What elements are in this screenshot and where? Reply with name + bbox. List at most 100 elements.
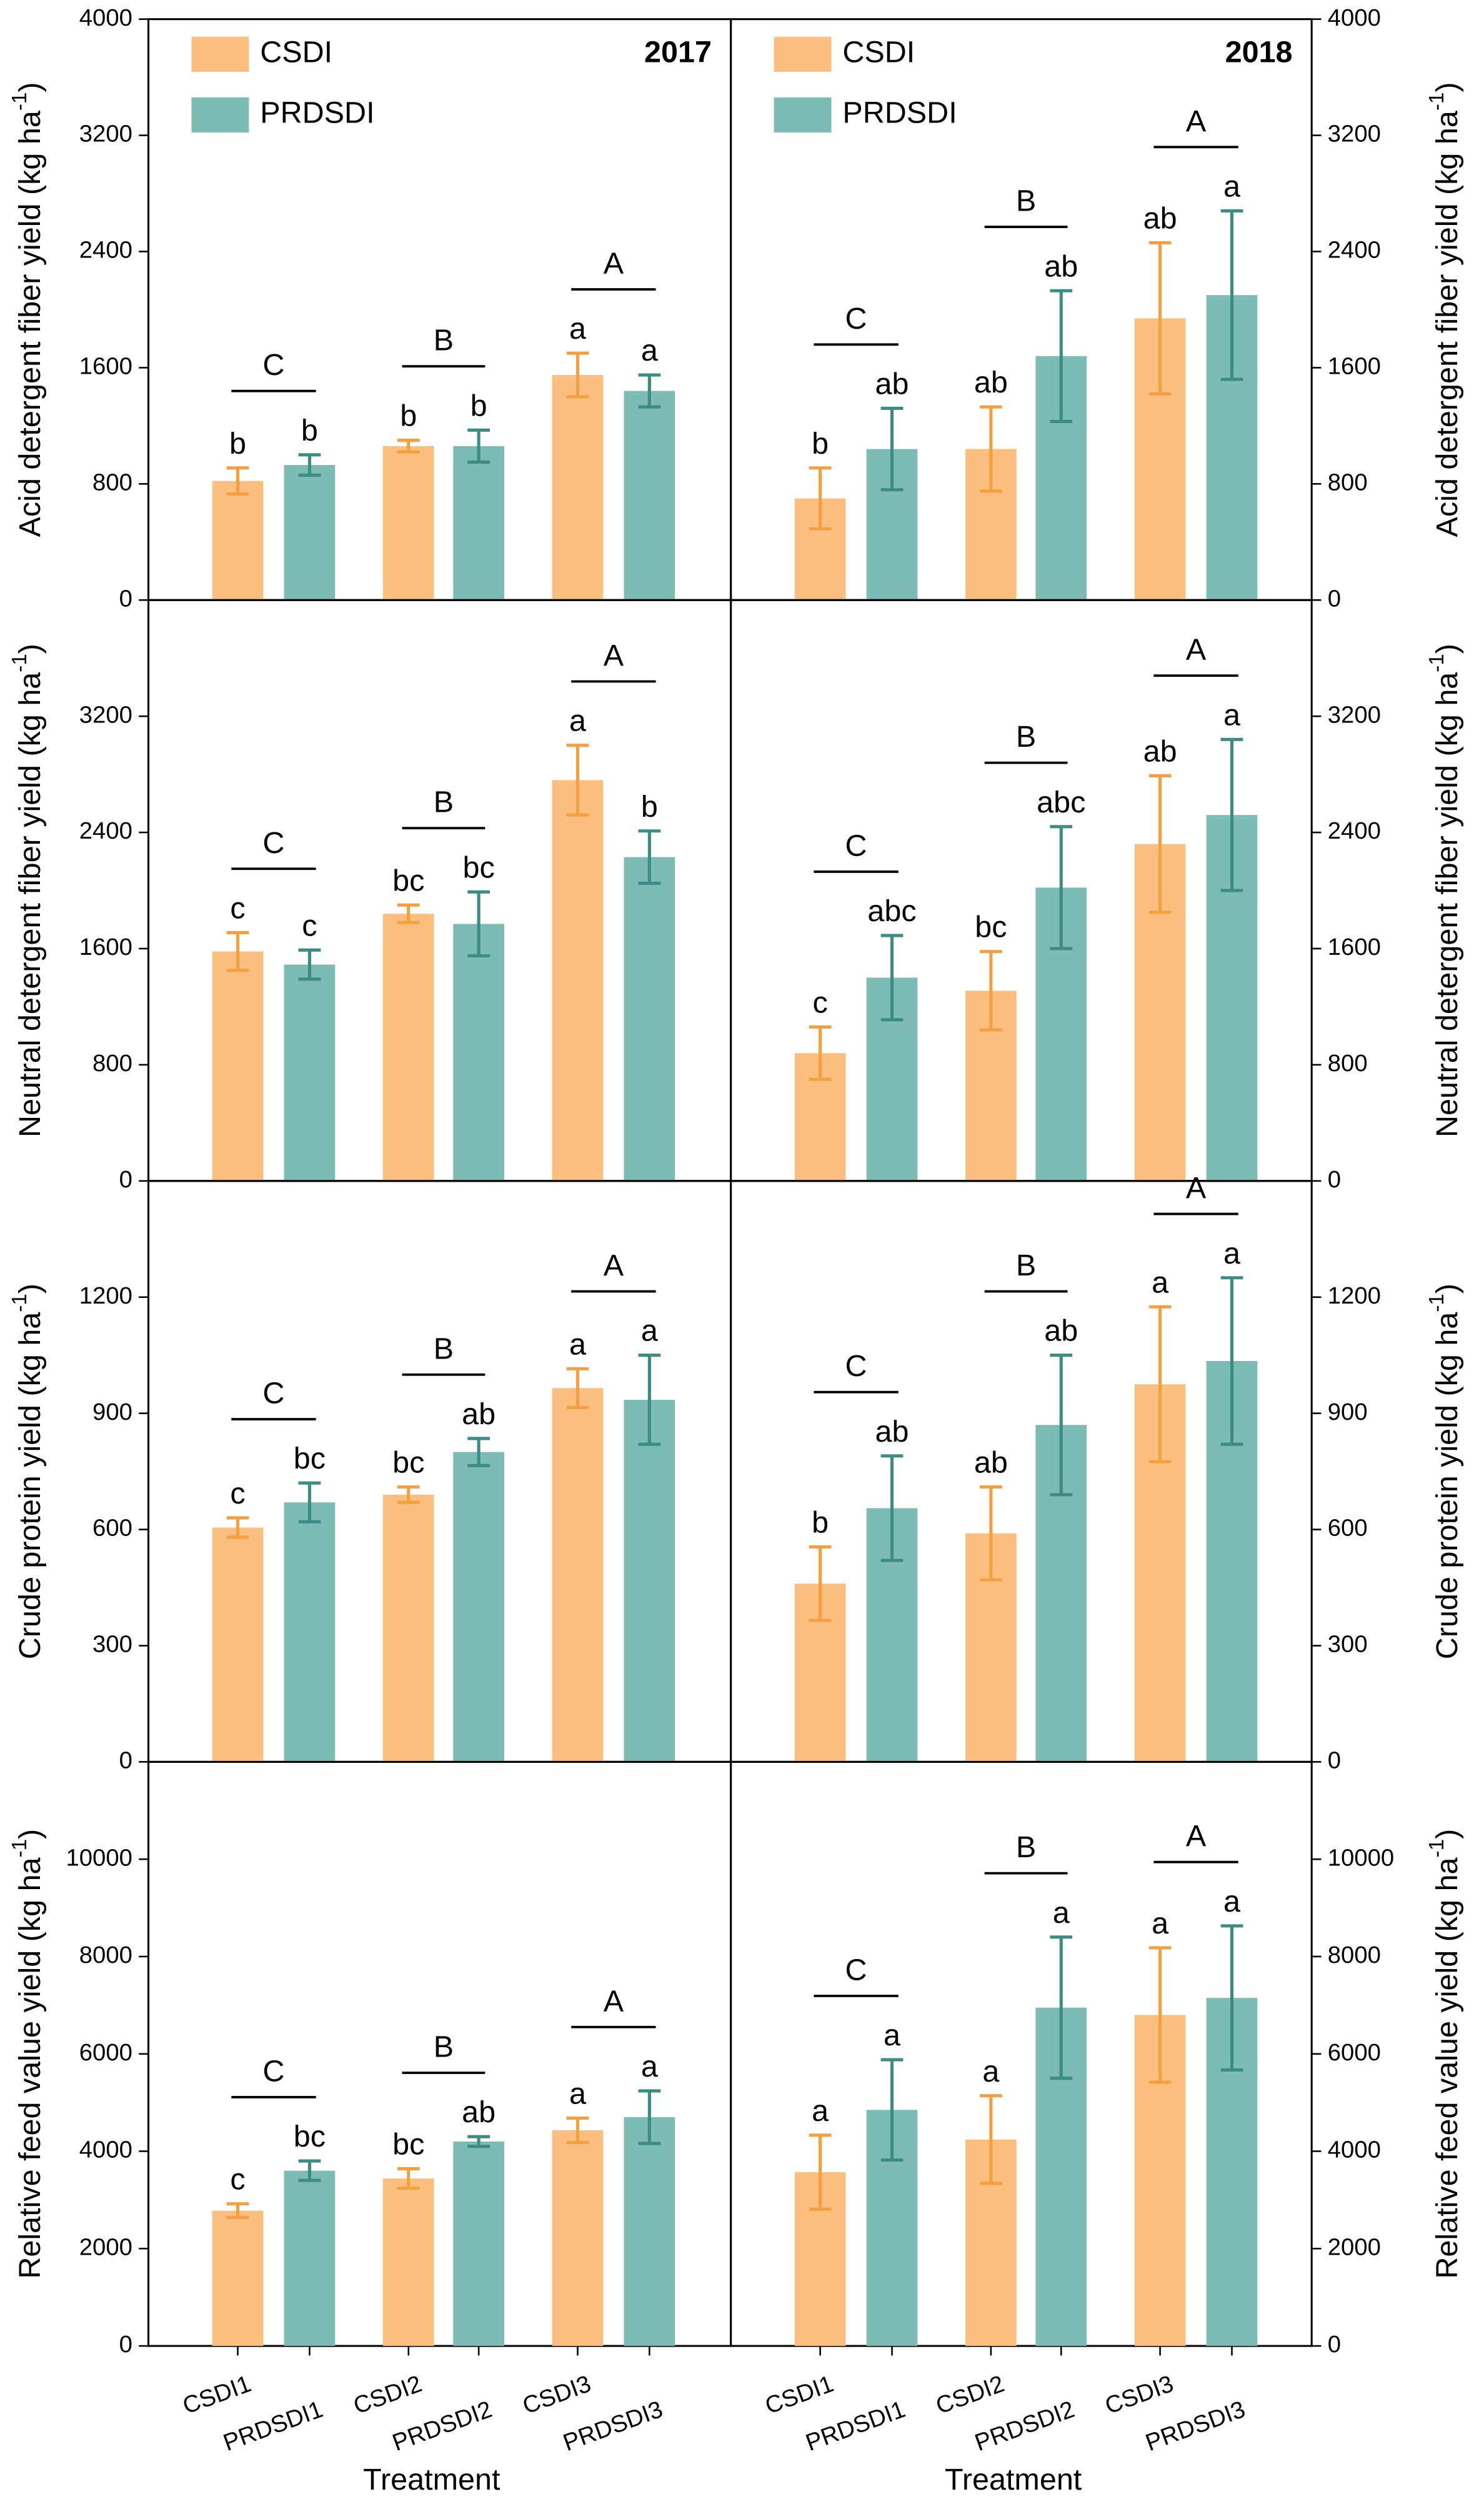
group-letter: C	[845, 302, 867, 336]
y-tick-label: 1600	[79, 934, 132, 960]
y-label-sup: -1	[8, 1294, 31, 1312]
significance-letter: a	[569, 704, 586, 738]
legend-label: PRDSDI	[260, 96, 374, 130]
bar	[453, 446, 504, 601]
significance-letter: bc	[392, 1445, 424, 1479]
significance-letter: c	[302, 909, 317, 942]
y-tick-label: 10000	[1328, 1844, 1395, 1871]
y-label-end: )	[13, 644, 47, 654]
error-bar	[1148, 774, 1172, 914]
y-tick-label: 2000	[79, 2233, 132, 2260]
y-tick-label: 0	[1328, 2331, 1341, 2358]
y-label-text: Neutral detergent fiber yield (kg ha	[1430, 672, 1464, 1137]
significance-letter: b	[400, 399, 417, 433]
significance-letter: ab	[974, 366, 1008, 399]
significance-letter: b	[301, 414, 318, 447]
error-bar	[1220, 1924, 1243, 2072]
error-bar	[809, 1025, 832, 1081]
significance-letter: abc	[1037, 786, 1085, 819]
x-tick-label: CSDI1	[762, 2370, 837, 2420]
significance-letter: bc	[975, 910, 1007, 944]
error-bar	[809, 466, 832, 531]
error-bar	[467, 428, 491, 464]
group-letter: A	[604, 1249, 624, 1282]
group-letter: A	[604, 639, 624, 672]
significance-letter: bc	[392, 864, 424, 897]
year-label: 2017	[644, 36, 712, 69]
y-axis-label: Crude protein yield (kg ha-1)	[8, 1284, 47, 1659]
error-bar	[467, 1437, 491, 1467]
y-label-text: Crude protein yield (kg ha	[1430, 1312, 1464, 1660]
error-bar	[1220, 209, 1243, 381]
bar	[624, 2117, 675, 2347]
group-letter: A	[1186, 633, 1207, 667]
significance-letter: b	[471, 389, 487, 422]
y-label-text: Crude protein yield (kg ha	[13, 1312, 47, 1660]
significance-letter: bc	[294, 1442, 326, 1475]
y-tick-label: 300	[92, 1631, 132, 1658]
x-tick-label: CSDI3	[519, 2370, 595, 2420]
group-letter: B	[1016, 720, 1036, 754]
y-label-end: )	[13, 82, 47, 92]
bar	[382, 914, 434, 1181]
error-bar	[566, 744, 589, 817]
significance-letter: a	[1223, 1237, 1240, 1270]
y-tick-label: 1200	[79, 1282, 132, 1309]
y-label-sup: -1	[1425, 654, 1448, 672]
significance-letter: ab	[974, 1445, 1008, 1479]
legend-swatch	[191, 36, 249, 72]
y-tick-label: 1600	[79, 353, 132, 380]
significance-letter: ab	[875, 1415, 909, 1449]
y-tick-label: 900	[1328, 1399, 1368, 1425]
y-axis-label: Neutral detergent fiber yield (kg ha-1)	[8, 644, 47, 1137]
bar	[624, 1399, 675, 1762]
y-tick-label: 4000	[1328, 2137, 1381, 2163]
error-bar	[566, 1367, 589, 1409]
y-axis-label: Acid detergent fiber yield (kg ha-1)	[8, 82, 47, 537]
error-bar	[1148, 1946, 1172, 2084]
bar	[382, 2178, 434, 2347]
x-tick-label: CSDI2	[350, 2370, 426, 2420]
bar	[453, 1452, 504, 1762]
y-label-sup: -1	[1425, 1294, 1448, 1312]
significance-letter: a	[1223, 169, 1240, 203]
bar	[382, 446, 434, 601]
y-label-text: Relative feed value yield (kg ha	[1430, 1857, 1464, 2278]
x-tick-label: CSDI1	[179, 2370, 255, 2420]
y-tick-label: 4000	[1328, 4, 1381, 31]
legend-label: CSDI	[260, 36, 332, 69]
group-letter: B	[434, 786, 454, 819]
group-letter: B	[434, 1332, 454, 1365]
error-bar	[226, 930, 249, 972]
error-bar	[980, 1485, 1002, 1582]
significance-letter: c	[813, 986, 828, 1020]
x-axis-label: Treatment	[363, 2463, 500, 2497]
significance-letter: a	[1223, 698, 1240, 732]
y-axis-label: Relative feed value yield (kg ha-1)	[8, 1829, 47, 2279]
bar	[453, 2141, 504, 2347]
y-tick-label: 2400	[79, 817, 132, 844]
y-tick-label: 0	[119, 585, 132, 612]
year-label: 2018	[1225, 36, 1293, 69]
y-tick-label: 3200	[1328, 121, 1381, 147]
bar	[624, 857, 675, 1181]
error-bar	[1220, 1276, 1243, 1446]
y-tick-label: 4000	[79, 4, 132, 31]
bar	[382, 1494, 434, 1762]
significance-letter: a	[641, 2050, 658, 2083]
bar	[284, 2170, 336, 2347]
legend-swatch	[774, 97, 832, 132]
y-label-end: )	[1430, 644, 1464, 654]
significance-letter: ab	[1044, 249, 1078, 283]
y-label-sup: -1	[8, 1839, 31, 1858]
error-bar	[980, 2094, 1002, 2185]
error-bar	[1050, 289, 1073, 423]
y-label-sup: -1	[1425, 1839, 1448, 1858]
significance-letter: bc	[463, 850, 495, 884]
group-letter: C	[845, 1953, 867, 1987]
bar	[624, 391, 675, 601]
significance-letter: a	[1152, 1265, 1168, 1299]
significance-letter: abc	[867, 894, 916, 928]
significance-letter: bc	[294, 2120, 326, 2153]
x-tick-label: PRDSDI3	[1142, 2396, 1249, 2457]
